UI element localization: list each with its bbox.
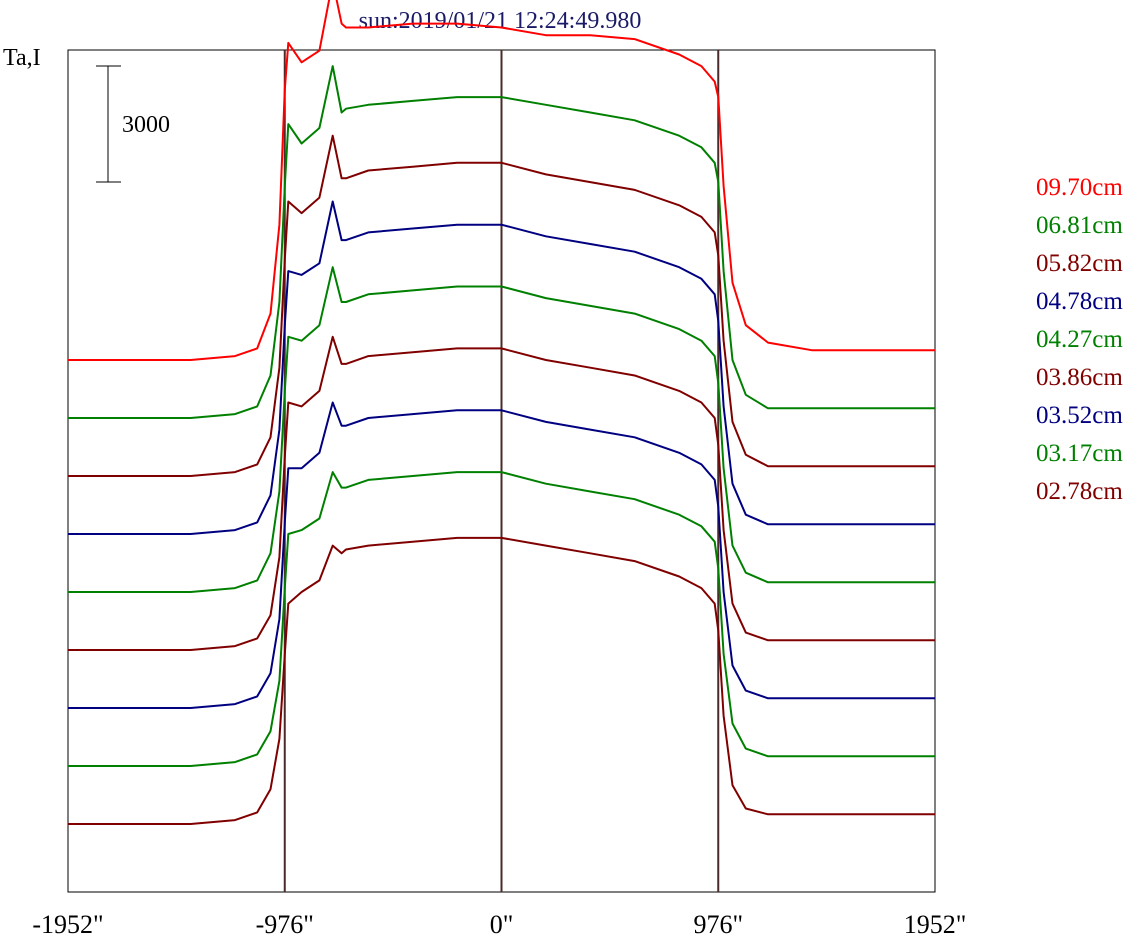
x-tick-label-0: -1952": [32, 910, 103, 939]
series-line-04.78cm: [68, 200, 935, 535]
chart-title: sun:2019/01/21 12:24:49.980: [359, 8, 642, 34]
series-line-03.17cm: [68, 471, 935, 767]
legend-entry-03.17cm: 03.17cm: [1036, 440, 1123, 467]
series-line-05.82cm: [68, 134, 935, 477]
x-tick-label-3: 976": [693, 910, 743, 939]
legend-entry-03.86cm: 03.86cm: [1036, 364, 1123, 391]
legend-entry-09.70cm: 09.70cm: [1036, 174, 1123, 201]
legend-entry-06.81cm: 06.81cm: [1036, 212, 1123, 239]
series-line-09.70cm: [68, 0, 935, 361]
series-line-04.27cm: [68, 266, 935, 593]
legend: 09.70cm 06.81cm 05.82cm 04.78cm 04.27cm 03.86…: [1036, 174, 1123, 505]
legend-entry-04.27cm: 04.27cm: [1036, 326, 1123, 353]
x-tick-label-2: 0": [490, 910, 514, 939]
legend-entry-05.82cm: 05.82cm: [1036, 250, 1123, 277]
legend-entry-04.78cm: 04.78cm: [1036, 288, 1123, 315]
series-line-06.81cm: [68, 65, 935, 419]
scale-bar-label: 3000: [122, 112, 170, 138]
series-line-03.86cm: [68, 335, 935, 651]
x-tick-label-4: 1952": [904, 910, 967, 939]
series-line-02.78cm: [68, 536, 935, 825]
y-axis-label: Ta,I: [3, 45, 41, 71]
x-tick-labels: -1952" -976" 0" 976" 1952": [32, 910, 966, 939]
legend-entry-03.52cm: 03.52cm: [1036, 402, 1123, 429]
series-layer: [68, 0, 935, 825]
x-tick-label-1: -976": [256, 910, 314, 939]
scale-bar: 3000: [96, 65, 170, 183]
series-line-03.52cm: [68, 401, 935, 709]
legend-entry-02.78cm: 02.78cm: [1036, 478, 1123, 505]
